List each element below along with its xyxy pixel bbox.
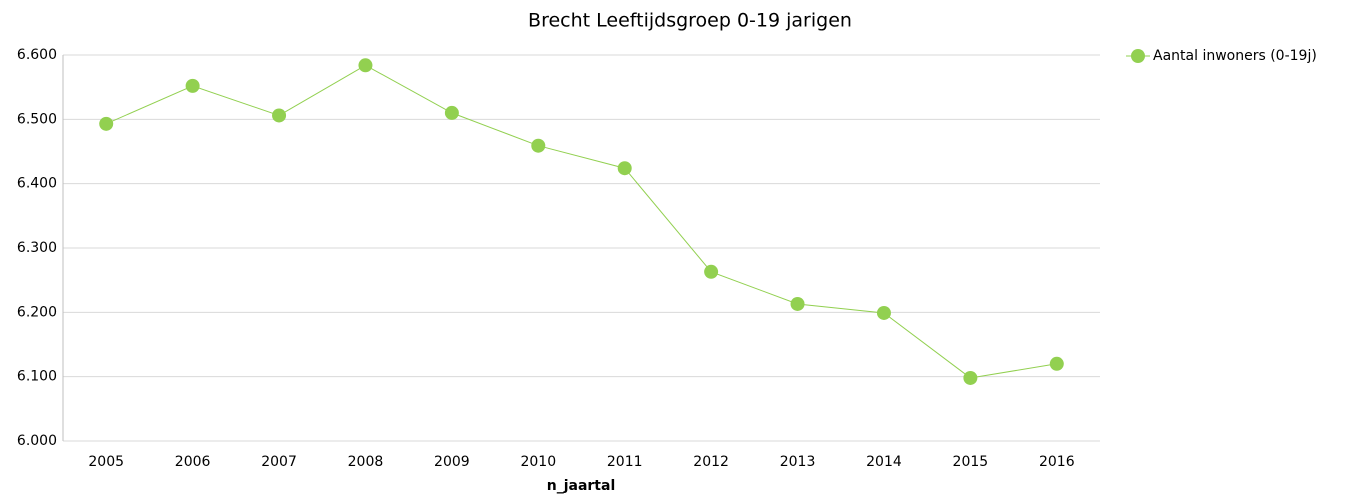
data-point [617,161,632,176]
data-point [99,116,114,131]
x-tick-label: 2014 [866,454,902,470]
data-point [1049,356,1064,371]
x-tick-label: 2006 [175,454,211,470]
legend-marker [1131,49,1145,63]
data-point [272,108,287,123]
x-tick-label: 2016 [1039,454,1075,470]
legend-label: Aantal inwoners (0-19j) [1153,48,1317,64]
data-point [444,105,459,120]
x-tick-label: 2013 [780,454,816,470]
y-tick-label: 6.300 [17,240,57,256]
x-tick-label: 2015 [953,454,989,470]
data-point [358,58,373,73]
data-point [185,78,200,93]
y-tick-label: 6.000 [17,433,57,449]
x-tick-label: 2007 [261,454,297,470]
x-tick-label: 2009 [434,454,470,470]
data-point [790,296,805,311]
y-tick-label: 6.400 [17,176,57,192]
x-tick-label: 2008 [348,454,384,470]
x-tick-label: 2011 [607,454,643,470]
chart-title: Brecht Leeftijdsgroep 0-19 jarigen [528,10,852,32]
y-tick-label: 6.100 [17,369,57,385]
x-tick-label: 2010 [520,454,556,470]
x-tick-label: 2012 [693,454,729,470]
data-point [704,264,719,279]
x-tick-label: 2005 [88,454,124,470]
data-point [963,370,978,385]
series-line [106,64,1057,379]
y-tick-label: 6.500 [17,111,57,127]
y-tick-label: 6.200 [17,304,57,320]
data-point [531,138,546,153]
x-axis-label: n_jaartal [547,478,616,494]
y-tick-label: 6.600 [17,47,57,63]
data-point [876,305,891,320]
